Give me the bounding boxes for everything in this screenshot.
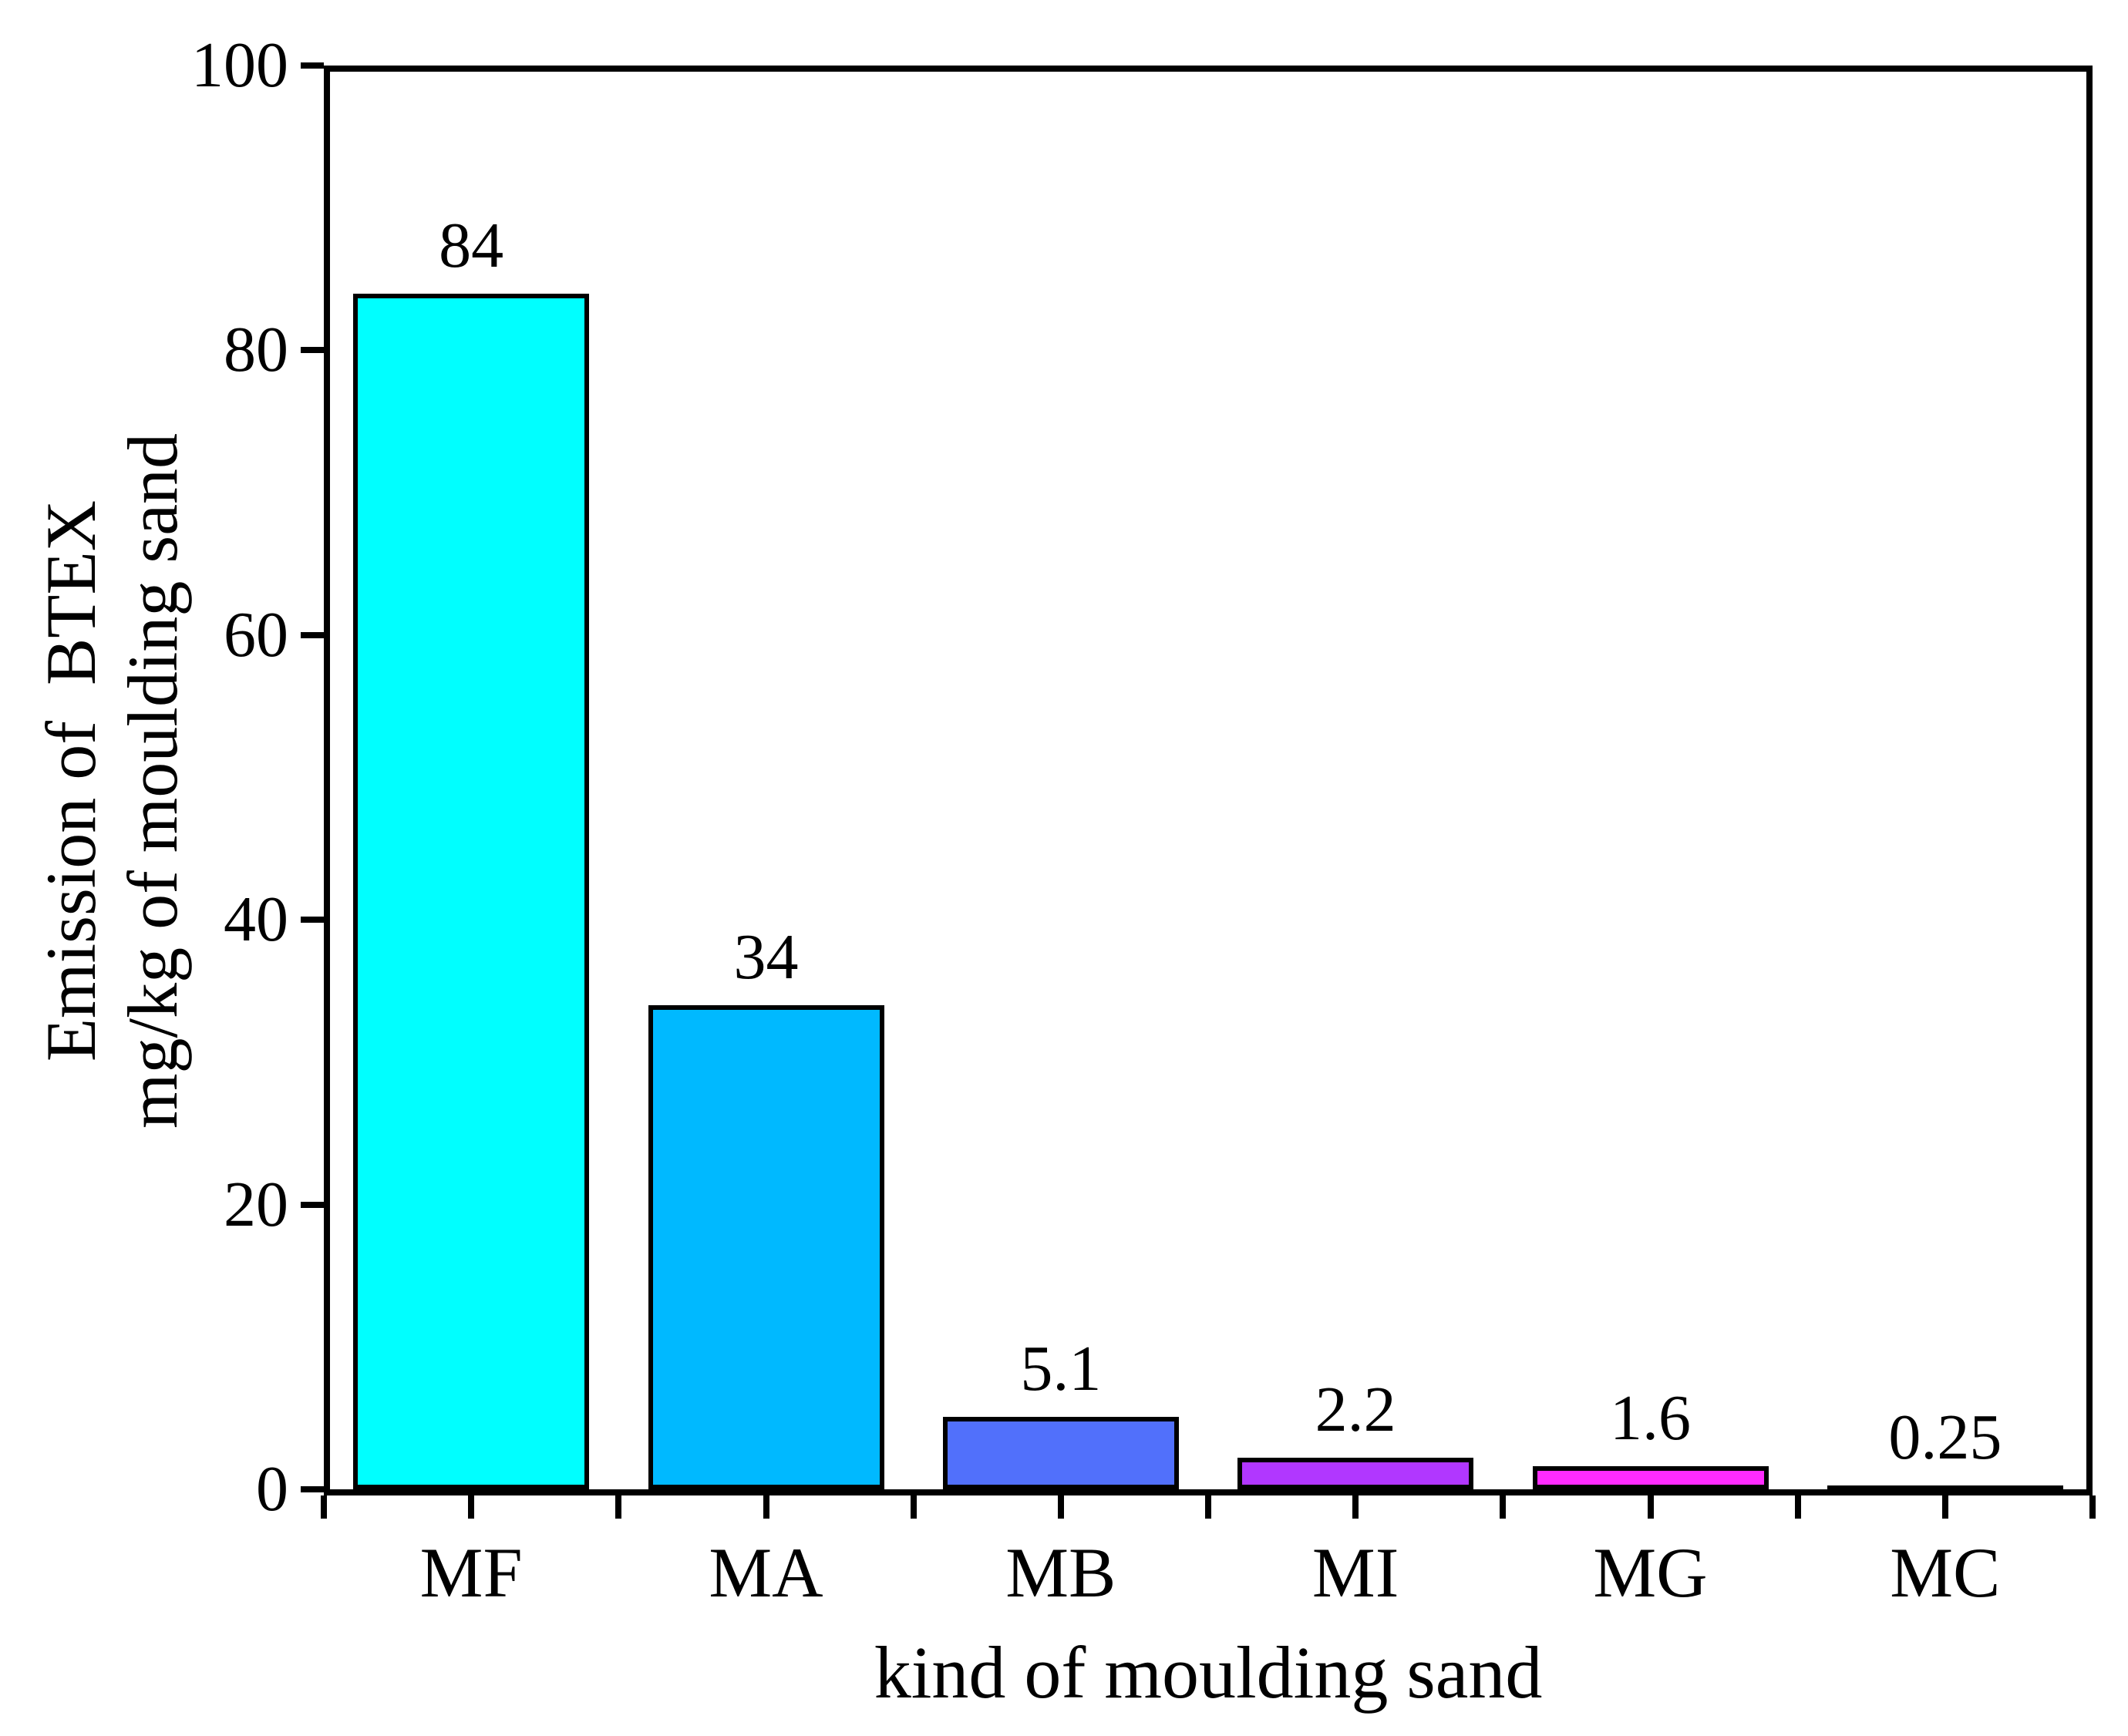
bar-value-label-mf: 84	[439, 210, 504, 281]
x-axis-tick	[1647, 1495, 1654, 1519]
y-axis-tick-label: 80	[224, 314, 288, 386]
x-axis-tick	[1794, 1495, 1801, 1519]
x-axis-title: kind of moulding sand	[874, 1631, 1543, 1714]
x-axis-tick	[1941, 1495, 1948, 1519]
bar-value-label-mb: 5.1	[1020, 1333, 1102, 1405]
y-axis-tick	[301, 62, 324, 69]
y-axis-title: Emission of BTEX mg/kg of moulding sand	[30, 49, 194, 1513]
y-axis-tick	[301, 347, 324, 354]
x-axis-tick	[615, 1495, 622, 1519]
y-axis-tick	[301, 631, 324, 638]
x-axis-tick	[763, 1495, 769, 1519]
y-axis-tick	[301, 1486, 324, 1492]
bar-value-label-mc: 0.25	[1888, 1401, 2002, 1473]
y-axis-tick-label: 60	[224, 598, 288, 671]
bar-mb	[942, 1417, 1179, 1489]
x-category-label-mc: MC	[1890, 1533, 2001, 1612]
bar-mg	[1532, 1466, 1769, 1489]
plot-area	[324, 66, 2093, 1495]
x-axis-tick	[1500, 1495, 1507, 1519]
x-category-label-ma: MA	[709, 1533, 823, 1612]
x-category-label-mi: MI	[1311, 1533, 1399, 1612]
bar-value-label-mi: 2.2	[1315, 1374, 1396, 1445]
x-category-label-mb: MB	[1005, 1533, 1116, 1612]
y-axis-tick-label: 0	[256, 1453, 288, 1525]
bar-value-label-ma: 34	[733, 921, 799, 993]
bar-ma	[648, 1005, 884, 1489]
y-axis-tick-label: 20	[224, 1168, 288, 1240]
bar-value-label-mg: 1.6	[1610, 1382, 1691, 1454]
y-axis-tick-label: 100	[191, 29, 288, 101]
x-axis-tick	[1205, 1495, 1211, 1519]
x-axis-tick	[2089, 1495, 2096, 1519]
bar-mi	[1237, 1458, 1474, 1489]
bar-mf	[353, 294, 590, 1489]
x-axis-tick	[468, 1495, 475, 1519]
x-category-label-mg: MG	[1593, 1533, 1708, 1612]
x-axis-tick	[321, 1495, 327, 1519]
y-axis-title-line2: mg/kg of moulding sand	[113, 432, 192, 1129]
bar-mc	[1827, 1485, 2063, 1495]
y-axis-tick	[301, 1201, 324, 1208]
x-category-label-mf: MF	[419, 1533, 523, 1612]
y-axis-title-line1: Emission of BTEX	[32, 500, 110, 1061]
y-axis-tick-label: 40	[224, 883, 288, 956]
y-axis-tick	[301, 917, 324, 924]
x-axis-tick	[1057, 1495, 1064, 1519]
x-axis-tick	[1352, 1495, 1359, 1519]
x-axis-tick	[910, 1495, 917, 1519]
